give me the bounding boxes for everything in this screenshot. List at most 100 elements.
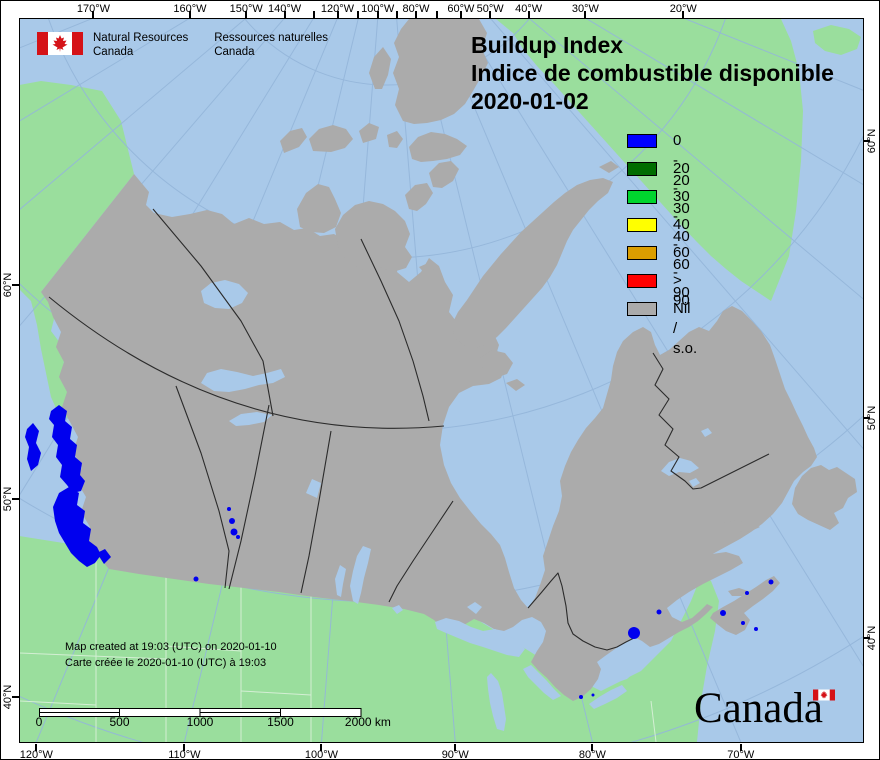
- agency-name-en: Natural Resources Canada: [93, 32, 188, 59]
- creation-note-fr: Carte créée le 2020-01-10 (UTC) à 19:03: [65, 657, 267, 669]
- canada-map: [20, 19, 863, 742]
- canada-wordmark: Canada: [694, 685, 835, 733]
- iceland-land: [813, 25, 861, 55]
- legend-label: Nil / s.o.: [673, 300, 698, 357]
- agency-signature: Natural Resources Canada Ressources natu…: [37, 32, 328, 59]
- map-title: Buildup Index Indice de combustible disp…: [471, 31, 834, 115]
- graticule-tick: [357, 11, 360, 18]
- longitude-label: 140°W: [267, 3, 302, 15]
- graticule-tick: [376, 11, 379, 18]
- legend-swatch: [627, 302, 657, 316]
- graticule-tick: [527, 11, 530, 18]
- graticule-tick: [863, 417, 870, 420]
- graticule-tick: [336, 11, 339, 18]
- title-en: Buildup Index: [471, 32, 624, 58]
- latitude-label: 40°N: [866, 625, 878, 651]
- legend-swatch: [627, 162, 657, 176]
- latitude-label: 50°N: [2, 486, 14, 512]
- graticule-tick: [12, 696, 19, 699]
- bui-low-layer: [25, 405, 774, 699]
- longitude-label: 150°W: [229, 3, 263, 15]
- longitude-label: 110°W: [168, 749, 201, 760]
- graticule-tick: [245, 11, 248, 18]
- lakes-layer: [201, 280, 712, 731]
- legend-swatch: [627, 246, 657, 260]
- longitude-label: 30°W: [571, 3, 599, 15]
- creation-note: Map created at 19:03 (UTC) on 2020-01-10…: [65, 639, 277, 671]
- latitude-label: 60°N: [2, 272, 14, 298]
- graticule-tick: [584, 11, 587, 18]
- legend-label: 20 - 30: [673, 160, 690, 217]
- title-date: 2020-01-02: [471, 88, 589, 114]
- legend-swatch: [627, 134, 657, 148]
- scale-bar-graphic: [39, 708, 362, 717]
- latitude-label: 50°N: [866, 405, 878, 431]
- graticule-tick: [189, 11, 191, 18]
- legend-swatch: [627, 274, 657, 288]
- legend-label: > 90: [673, 272, 690, 309]
- longitude-label: 40°W: [515, 3, 543, 15]
- title-fr: Indice de combustible disponible: [471, 60, 834, 86]
- graticule-tick: [863, 139, 870, 142]
- wordmark-flag-icon: [813, 689, 835, 701]
- graticule-tick: [459, 11, 462, 18]
- graticule-tick: [489, 11, 492, 18]
- scale-bar: 0 500 1000 1500 2000 km: [36, 704, 391, 729]
- legend-swatch: [627, 218, 657, 232]
- scale-bar-label: 1000: [186, 715, 214, 729]
- graticule-tick: [320, 744, 323, 751]
- graticule-tick: [414, 11, 417, 18]
- agency-fr-line2: Canada: [214, 45, 255, 58]
- graticule-tick: [12, 498, 19, 501]
- legend-swatch: [627, 190, 657, 204]
- greenland-land: [496, 19, 803, 301]
- scale-bar-label: 2000 km: [344, 715, 391, 729]
- longitude-label: 80°W: [578, 749, 606, 760]
- scale-bar-label: 500: [109, 715, 130, 729]
- scale-bar-label: 1500: [267, 715, 294, 729]
- province-borders: [48, 208, 770, 651]
- longitude-label: 160°W: [173, 3, 207, 15]
- longitude-label: 60°W: [447, 3, 475, 15]
- graticule-tick: [92, 11, 95, 18]
- longitude-label: 20°W: [669, 3, 697, 15]
- canada-flag-icon: [37, 32, 83, 55]
- latitude-label: 40°N: [2, 684, 14, 710]
- longitude-label: 70°W: [727, 749, 755, 760]
- longitude-label: 90°W: [441, 749, 469, 760]
- graticule-tick: [35, 744, 38, 751]
- graticule-tick: [591, 744, 594, 751]
- longitude-label: 80°W: [402, 3, 430, 15]
- graticule-tick: [183, 744, 186, 751]
- graticule-tick: [312, 11, 315, 18]
- graticule-tick: [863, 637, 870, 640]
- creation-note-en: Map created at 19:03 (UTC) on 2020-01-10: [65, 641, 277, 653]
- wordmark-text: Canada: [694, 685, 823, 732]
- scale-bar-label: 0: [35, 715, 43, 729]
- latitude-label: 60°N: [866, 128, 878, 153]
- map-frame: [19, 18, 864, 743]
- graticule-tick: [454, 744, 457, 751]
- longitude-label: 50°W: [476, 3, 504, 15]
- graticule-tick: [12, 284, 19, 287]
- longitude-label: 120°W: [19, 749, 53, 760]
- agency-en-line2: Canada: [93, 45, 134, 58]
- longitude-label: 120°W: [320, 3, 355, 15]
- graticule-tick: [682, 11, 685, 18]
- graticule-tick: [283, 11, 286, 18]
- longitude-label: 170°W: [76, 3, 110, 15]
- graticule-tick: [395, 11, 398, 18]
- longitude-label: 100°W: [304, 749, 339, 760]
- alaska-land: [20, 81, 134, 419]
- agency-fr-line1: Ressources naturelles: [214, 32, 329, 44]
- agency-name-fr: Ressources naturelles Canada: [214, 32, 328, 59]
- graticule-tick: [739, 744, 742, 751]
- longitude-label: 100°W: [361, 3, 395, 15]
- agency-en-line1: Natural Resources: [93, 32, 189, 44]
- graticule-tick: [435, 11, 438, 18]
- legend-label: 0 - 20: [673, 132, 690, 189]
- legend-label: 60 - 90: [673, 244, 690, 301]
- legend-label: 30 - 40: [673, 188, 690, 245]
- legend-label: 40 - 60: [673, 216, 690, 273]
